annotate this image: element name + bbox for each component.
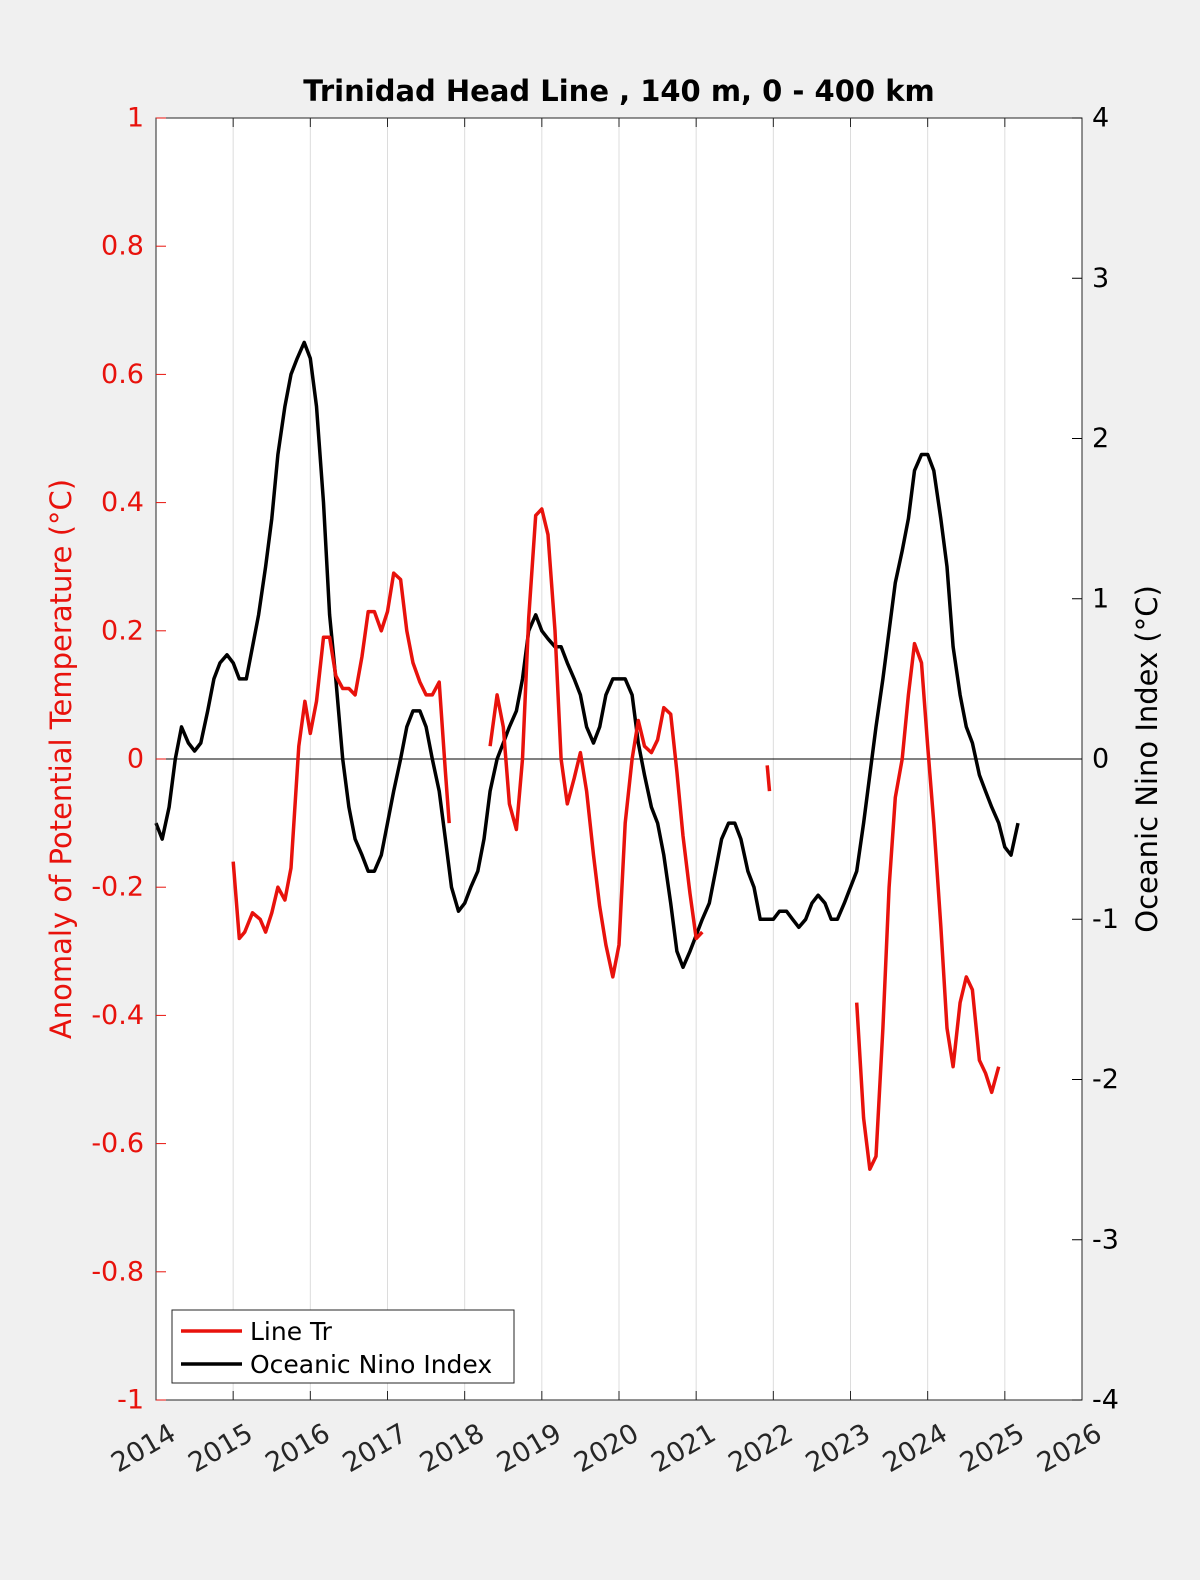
y-right-tick-label: 4 [1092, 103, 1109, 134]
series-layer [154, 340, 1020, 1171]
y-axis-left: 1 0.8 0.6 0.4 0.2 0 -0.2 -0.4 -0.6 -0.8 -1 [91, 103, 166, 1416]
x-tick-label: 2025 [955, 1418, 1030, 1479]
y-left-tick-label: 0.2 [101, 615, 144, 646]
y-right-tick-label: 2 [1092, 423, 1109, 454]
y-axis-right: 4 3 2 1 0 -1 -2 -3 -4 [1072, 103, 1119, 1416]
y-left-tick-label: 0.6 [101, 359, 144, 390]
x-tick-label: 2024 [878, 1418, 953, 1479]
y-right-tick-label: -1 [1092, 904, 1119, 935]
series-line-tr-line [765, 765, 772, 792]
x-tick-label: 2021 [646, 1418, 721, 1479]
y-right-tick-label: -3 [1092, 1224, 1119, 1255]
chart-title: Trinidad Head Line , 140 m, 0 - 400 km [303, 74, 934, 108]
y-left-tick-label: -0.2 [91, 872, 144, 903]
y-left-tick-label: 1 [127, 103, 144, 134]
series-oni-line [154, 340, 1020, 970]
series-line-tr-line [488, 507, 704, 979]
y-right-tick-label: -2 [1092, 1064, 1119, 1095]
y-axis-right-label: Oceanic Nino Index (°C) [1130, 585, 1164, 933]
y-left-tick-label: 0 [127, 744, 144, 775]
legend: Line Tr Oceanic Nino Index [171, 1309, 515, 1384]
x-tick-label: 2018 [415, 1418, 490, 1479]
y-right-tick-label: 1 [1092, 583, 1109, 614]
y-left-tick-label: -1 [117, 1385, 144, 1416]
x-tick-label: 2017 [338, 1418, 413, 1479]
y-left-tick-label: -0.8 [91, 1256, 144, 1287]
y-axis-left-label: Anomaly of Potential Temperature (°C) [44, 479, 78, 1039]
x-tick-label: 2020 [569, 1418, 644, 1479]
x-tick-label: 2014 [106, 1418, 181, 1479]
y-right-tick-label: 0 [1092, 744, 1109, 775]
y-left-tick-label: 0.8 [101, 231, 144, 262]
legend-label-line-tr: Line Tr [250, 1317, 333, 1346]
series-line-tr-line [231, 571, 451, 941]
x-tick-label: 2022 [723, 1418, 798, 1479]
y-left-tick-label: -0.4 [91, 1000, 144, 1031]
x-tick-label: 2026 [1032, 1418, 1107, 1479]
series-line-tr-line [854, 641, 1001, 1171]
x-tick-label: 2019 [492, 1418, 567, 1479]
y-right-tick-label: -4 [1092, 1385, 1119, 1416]
y-left-tick-label: 0.4 [101, 487, 144, 518]
legend-label-oni: Oceanic Nino Index [250, 1350, 492, 1379]
x-tick-label: 2016 [260, 1418, 335, 1479]
y-left-tick-label: -0.6 [91, 1128, 144, 1159]
y-right-tick-label: 3 [1092, 263, 1109, 294]
x-tick-label: 2015 [183, 1418, 258, 1479]
x-tick-label: 2023 [801, 1418, 876, 1479]
legend-box [171, 1309, 515, 1384]
